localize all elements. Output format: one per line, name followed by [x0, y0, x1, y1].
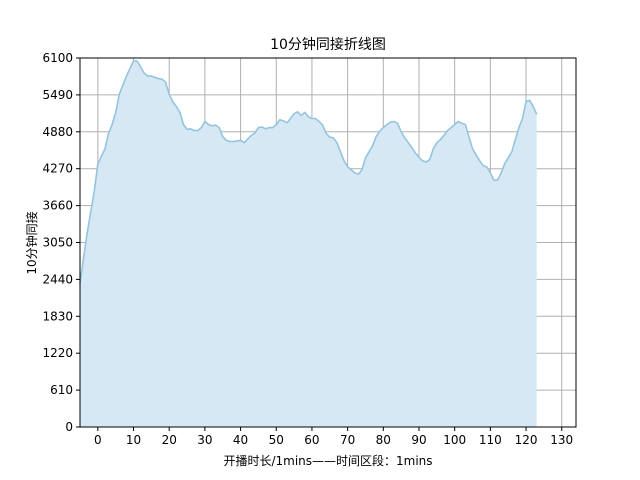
- x-tick-label: 120: [515, 433, 538, 447]
- tick-labels: 0 10 20 30 40 50 60 70 80 90 100 110 120 130 0 610 1220 1…: [42, 51, 573, 447]
- y-tick-label: 4270: [42, 162, 73, 176]
- y-tick-label: 610: [50, 383, 73, 397]
- x-tick-label: 70: [340, 433, 355, 447]
- x-tick-label: 40: [233, 433, 248, 447]
- x-tick-label: 130: [550, 433, 573, 447]
- y-axis-label: 10分钟同接: [24, 211, 39, 274]
- x-tick-label: 100: [443, 433, 466, 447]
- x-tick-label: 60: [304, 433, 319, 447]
- x-tick-label: 30: [197, 433, 212, 447]
- x-tick-label: 50: [269, 433, 284, 447]
- x-tick-label: 10: [126, 433, 141, 447]
- x-tick-label: 90: [411, 433, 426, 447]
- chart-title: 10分钟同接折线图: [270, 36, 386, 53]
- y-tick-label: 3660: [42, 199, 73, 213]
- series-area-fill: [80, 61, 537, 427]
- y-tick-label: 1220: [42, 346, 73, 360]
- x-tick-label: 80: [376, 433, 391, 447]
- y-tick-label: 3050: [42, 236, 73, 250]
- x-tick-label: 110: [479, 433, 502, 447]
- y-tick-label: 5490: [42, 88, 73, 102]
- y-tick-label: 4880: [42, 125, 73, 139]
- y-tick-label: 0: [65, 420, 73, 434]
- x-axis-label: 开播时长/1mins——时间区段：1mins: [223, 453, 432, 468]
- y-tick-label: 1830: [42, 309, 73, 323]
- data-area: [79, 60, 538, 427]
- y-tick-label: 2440: [42, 272, 73, 286]
- y-tick-label: 6100: [42, 51, 73, 65]
- x-tick-label: 20: [162, 433, 177, 447]
- x-tick-label: 0: [94, 433, 102, 447]
- series-line: [79, 60, 538, 284]
